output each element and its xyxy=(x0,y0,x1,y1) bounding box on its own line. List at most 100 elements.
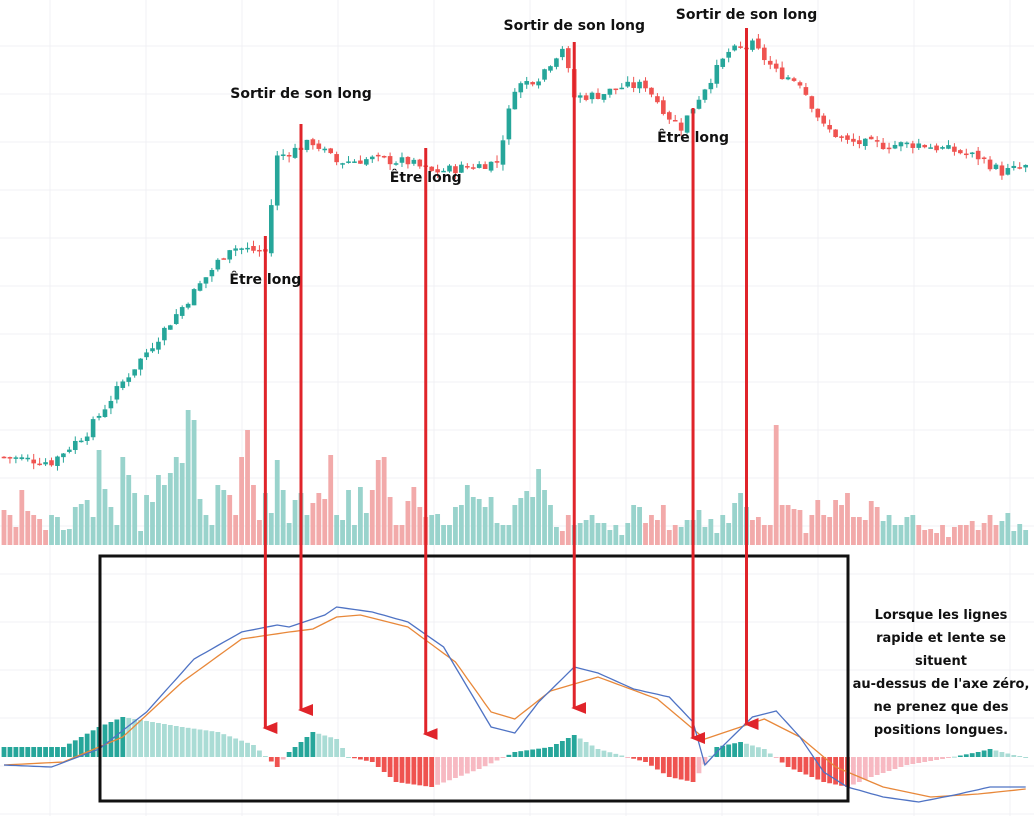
histogram-bar xyxy=(78,737,84,757)
candle xyxy=(542,69,547,80)
histogram-bar xyxy=(916,757,922,763)
candle xyxy=(595,92,601,99)
volume-bar xyxy=(126,475,132,545)
candle xyxy=(488,161,494,171)
histogram-bar xyxy=(393,757,399,782)
volume-bar xyxy=(922,530,928,545)
volume-bar xyxy=(66,529,72,545)
volume-bar xyxy=(494,523,500,545)
histogram-bar xyxy=(233,738,239,757)
candle xyxy=(470,167,476,169)
volume-bar xyxy=(173,457,179,545)
histogram-bar xyxy=(423,757,429,787)
candle xyxy=(67,449,72,452)
histogram-bar xyxy=(530,749,536,757)
histogram-bar xyxy=(833,757,838,785)
candle xyxy=(904,142,910,145)
volume-bar xyxy=(464,485,470,545)
candle xyxy=(322,148,328,151)
candle xyxy=(577,95,583,98)
candle xyxy=(13,457,19,459)
candle xyxy=(274,155,280,206)
candle xyxy=(851,138,856,142)
candle xyxy=(548,66,553,71)
candle xyxy=(726,51,731,58)
candle xyxy=(316,143,322,149)
volume-bar xyxy=(874,507,880,545)
candle xyxy=(191,289,197,306)
histogram-bar xyxy=(655,757,660,770)
histogram-bar xyxy=(851,757,856,785)
histogram-bar xyxy=(441,757,446,783)
volume-bar xyxy=(779,505,785,545)
histogram-bar xyxy=(559,741,565,757)
candle xyxy=(1005,168,1011,175)
candle xyxy=(43,462,48,465)
candle xyxy=(898,142,904,147)
volume-bar xyxy=(643,523,648,545)
volume-bar xyxy=(880,521,886,545)
candle xyxy=(120,381,126,388)
candle xyxy=(524,81,530,85)
volume-bar xyxy=(791,509,797,545)
volume-bar xyxy=(96,450,102,545)
volume-bar xyxy=(613,525,619,545)
histogram-bar xyxy=(952,756,957,758)
candle xyxy=(257,249,262,252)
histogram-bar xyxy=(257,750,262,757)
histogram-bar xyxy=(268,757,274,762)
candle xyxy=(55,456,60,466)
candle xyxy=(72,440,78,451)
candle xyxy=(7,457,13,459)
histogram-bar xyxy=(803,757,809,775)
candle xyxy=(215,259,221,270)
volume-bar xyxy=(767,525,773,545)
histogram-bar xyxy=(185,727,191,757)
candle xyxy=(601,94,607,100)
candle xyxy=(405,156,411,165)
candle xyxy=(684,115,690,133)
volume-bar xyxy=(732,503,738,545)
candle xyxy=(863,138,868,147)
volume-bar xyxy=(500,525,506,545)
candle xyxy=(185,303,191,308)
histogram-bar xyxy=(7,747,13,757)
volume-bar xyxy=(268,513,274,545)
volume-bar xyxy=(90,517,96,545)
volume-bar xyxy=(910,515,916,545)
histogram-bar xyxy=(536,748,541,757)
annotation-label: Sortir de son long xyxy=(230,86,372,102)
histogram-bar xyxy=(773,757,779,758)
candle xyxy=(940,147,945,149)
volume-bar xyxy=(821,515,827,545)
candle xyxy=(999,165,1005,176)
volume-bar xyxy=(102,489,108,545)
histogram-bar xyxy=(856,757,862,782)
candle xyxy=(767,60,773,65)
volume-bar xyxy=(72,507,78,545)
histogram-bar xyxy=(732,743,738,757)
candle xyxy=(19,457,25,460)
annotation-label: Être long xyxy=(229,272,302,288)
histogram-bar xyxy=(637,757,642,761)
histogram-bar xyxy=(429,757,435,787)
histogram-bar xyxy=(904,757,910,765)
candle xyxy=(375,154,381,157)
candle xyxy=(773,63,779,69)
histogram-bar xyxy=(482,757,488,767)
histogram-bar xyxy=(975,752,981,757)
candle xyxy=(892,144,898,149)
candle xyxy=(958,150,963,154)
histogram-bar xyxy=(126,718,132,757)
candle xyxy=(720,58,726,67)
volume-bar xyxy=(845,493,850,545)
histogram-bar xyxy=(286,752,292,757)
candle xyxy=(506,108,512,140)
macd-line xyxy=(3,606,1026,803)
histogram-bar xyxy=(809,757,815,777)
volume-bar xyxy=(815,500,821,545)
volume-bar xyxy=(108,507,114,545)
volume-bar xyxy=(524,491,530,545)
volume-bar xyxy=(655,520,660,545)
volume-bar xyxy=(548,505,553,545)
